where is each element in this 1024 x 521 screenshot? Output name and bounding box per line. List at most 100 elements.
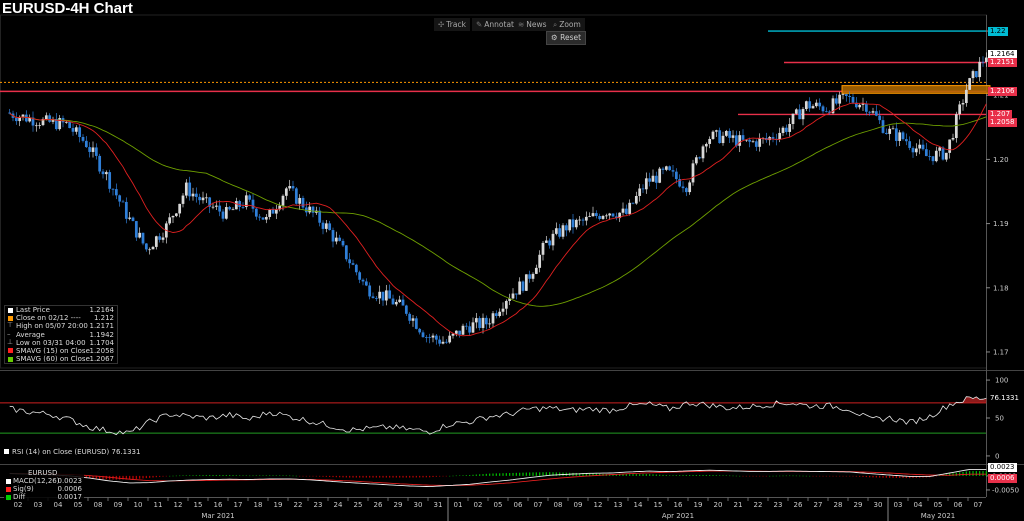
macd-hist-bar: [785, 475, 787, 477]
macd-hist-bar: [405, 475, 407, 478]
macd-hist-bar: [949, 473, 951, 476]
x-day-label: 19: [694, 501, 703, 509]
x-day-label: 16: [214, 501, 223, 509]
candle-body: [394, 301, 398, 305]
price-tag: 1.2164: [988, 49, 1017, 59]
macd-hist-bar: [549, 472, 551, 476]
macd-hist-bar: [425, 475, 427, 478]
candle-body: [358, 272, 362, 280]
candle-body: [738, 135, 742, 146]
x-day-label: 09: [114, 501, 123, 509]
macd-hist-bar: [702, 475, 704, 476]
candle-body: [601, 215, 605, 219]
macd-hist-bar: [552, 472, 554, 476]
legend-value: 1.1704: [89, 338, 115, 347]
macd-hist-bar: [725, 475, 727, 476]
price-tag: 1.2151: [988, 57, 1017, 67]
x-day-label: 26: [374, 501, 383, 509]
candle-body: [18, 117, 22, 122]
price-tag: 1.22: [988, 26, 1008, 36]
macd-hist-bar: [825, 475, 827, 477]
candle-body: [211, 206, 215, 208]
candle-body: [858, 104, 862, 108]
reset-button[interactable]: ⚙ Reset: [546, 31, 587, 45]
candle-body: [928, 156, 932, 157]
candle-body: [938, 147, 942, 151]
macd-hist-bar: [875, 475, 877, 478]
candle-body: [898, 132, 902, 141]
candle-body: [828, 111, 832, 114]
candle-body: [538, 254, 542, 268]
x-day-label: 15: [194, 501, 203, 509]
candle-body: [178, 203, 182, 214]
macd-hist-bar: [472, 474, 474, 476]
candle-body: [188, 182, 192, 197]
candle-body: [434, 335, 438, 340]
candle-body: [644, 178, 648, 190]
macd-hist-bar: [132, 475, 134, 480]
candle-body: [91, 147, 95, 152]
candle-body: [888, 128, 892, 134]
macd-hist-bar: [599, 473, 601, 476]
macd-hist-bar: [239, 475, 241, 476]
macd-hist-bar: [802, 475, 804, 477]
candle-body: [551, 233, 555, 246]
candle-body: [81, 137, 85, 141]
candle-body: [571, 219, 575, 228]
candle-body: [398, 299, 402, 302]
candle-body: [341, 240, 345, 246]
crosshair-icon: ✣: [438, 20, 445, 29]
candle-body: [541, 242, 545, 255]
candle-body: [134, 221, 138, 238]
candle-body: [251, 199, 255, 209]
candle-body: [628, 202, 632, 214]
legend-value: 1.2058: [89, 346, 115, 355]
high-marker-icon: ⊤: [7, 321, 14, 330]
x-day-label: 09: [574, 501, 583, 509]
x-day-label: 16: [674, 501, 683, 509]
macd-hist-bar: [99, 475, 101, 479]
macd-hist-bar: [699, 475, 701, 476]
candle-body: [318, 210, 322, 223]
zoom-button[interactable]: ⌕ Zoom: [549, 18, 585, 31]
macd-hist-bar: [499, 473, 501, 476]
candle-body: [674, 171, 678, 180]
x-day-label: 08: [94, 501, 103, 509]
macd-hist-bar: [455, 475, 457, 477]
macd-hist-bar: [339, 475, 341, 478]
x-day-label: 28: [834, 501, 843, 509]
macd-hist-bar: [715, 475, 717, 476]
candle-body: [948, 139, 952, 153]
candle-body: [688, 182, 692, 193]
macd-hist-bar: [682, 475, 684, 476]
annotate-button[interactable]: ✎ Annotate: [472, 18, 523, 31]
track-button[interactable]: ✣ Track: [434, 18, 470, 31]
candle-body: [131, 217, 135, 222]
chart-title: EURUSD-4H Chart: [2, 0, 133, 17]
macd-hist-bar: [675, 475, 677, 476]
candle-body: [834, 98, 838, 104]
news-button[interactable]: ≋ News: [514, 18, 551, 31]
candle-body: [974, 71, 978, 78]
candle-body: [521, 281, 525, 291]
candle-body: [534, 267, 538, 274]
candle-body: [201, 197, 205, 201]
candle-body: [428, 337, 432, 338]
rsi-legend-label: RSI (14) on Close (EURUSD): [12, 448, 110, 456]
macd-hist-bar: [139, 475, 141, 479]
x-day-label: 03: [34, 501, 43, 509]
macd-hist-bar: [729, 475, 731, 477]
candle-body: [504, 300, 508, 309]
x-month-label: Apr 2021: [662, 512, 694, 520]
x-day-label: 25: [354, 501, 363, 509]
candle-body: [381, 291, 385, 301]
macd-hist-bar: [205, 475, 207, 476]
macd-hist-bar: [465, 475, 467, 476]
x-day-label: 23: [314, 501, 323, 509]
candle-body: [861, 103, 865, 105]
macd-hist-bar: [402, 475, 404, 478]
legend-value: 1.2067: [89, 355, 115, 364]
macd-hist-bar: [909, 475, 911, 479]
macd-hist-bar: [972, 471, 974, 476]
